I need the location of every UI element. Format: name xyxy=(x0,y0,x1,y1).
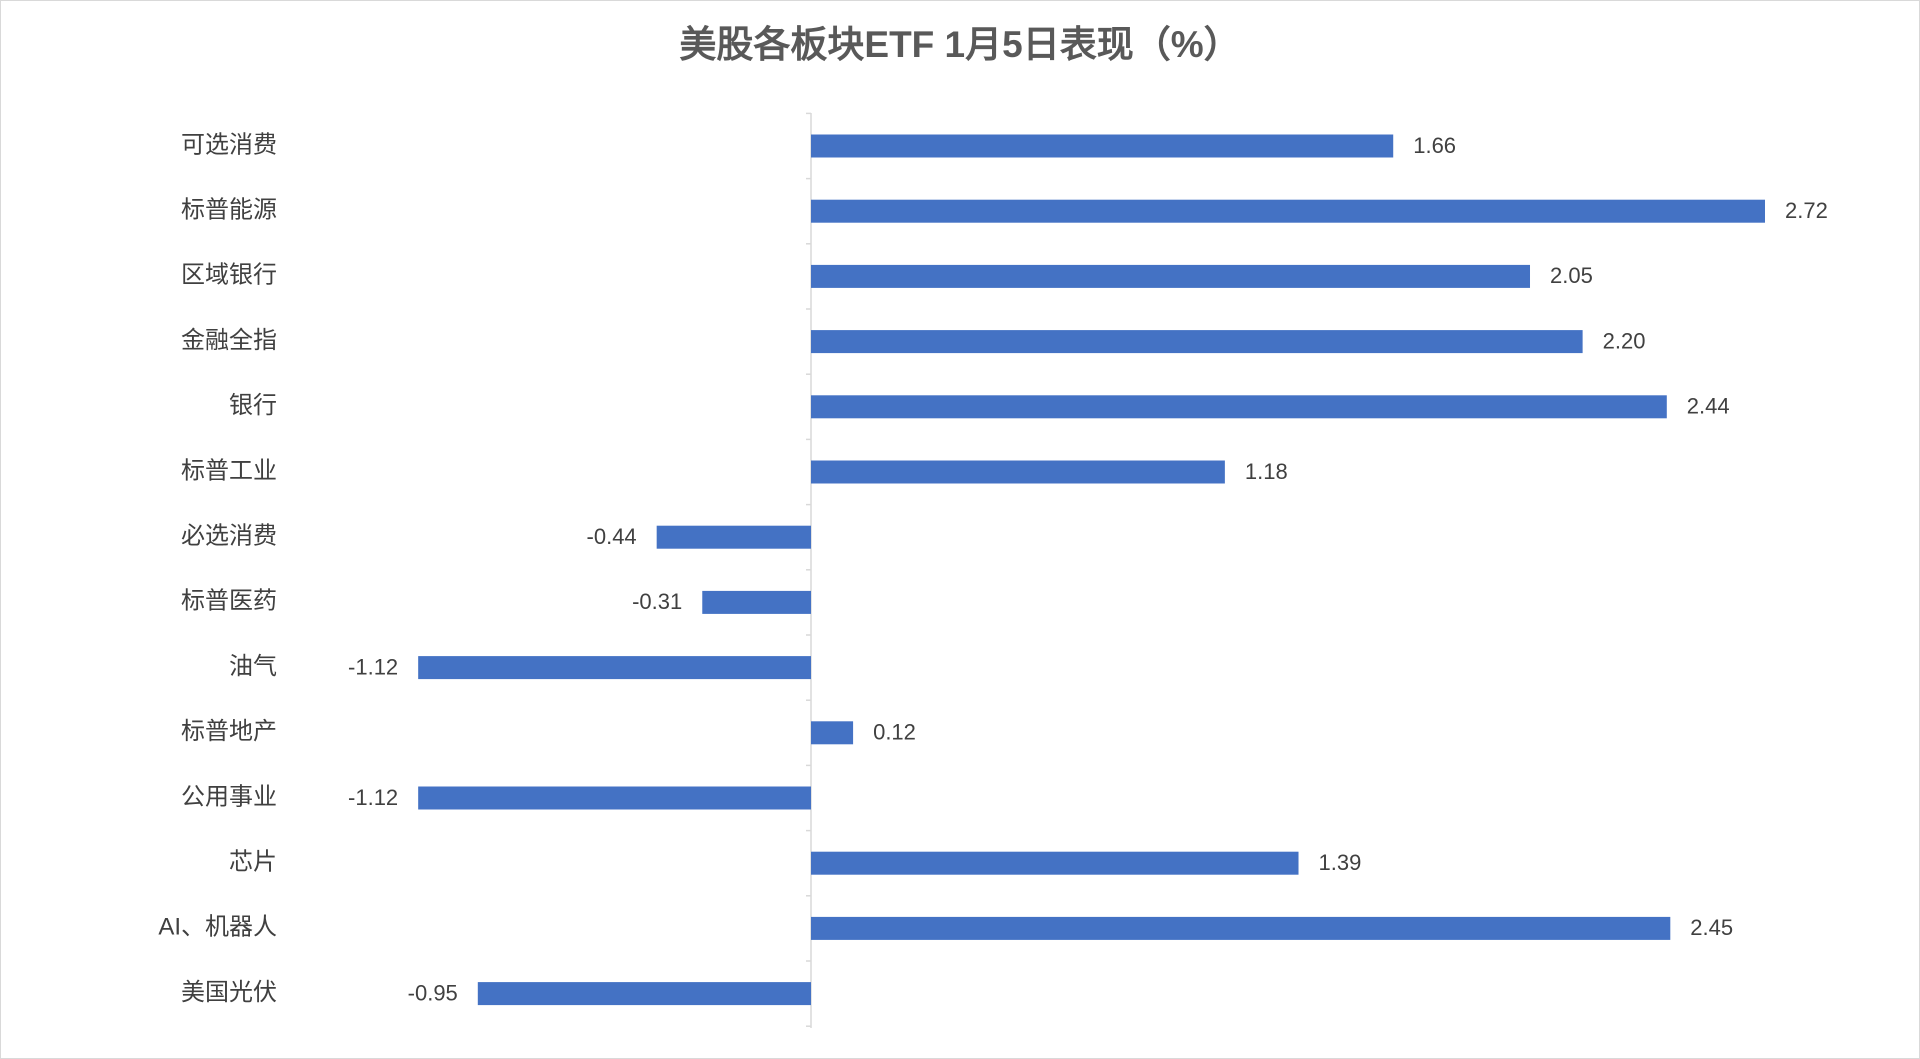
category-label: 金融全指 xyxy=(181,327,277,354)
value-label: 2.05 xyxy=(1550,263,1593,288)
category-label: 区域银行 xyxy=(181,262,277,289)
value-label: -0.95 xyxy=(408,980,458,1005)
value-label: 2.72 xyxy=(1785,198,1828,223)
category-label: 标普工业 xyxy=(181,457,277,484)
bar xyxy=(702,590,811,614)
value-label: -1.12 xyxy=(348,654,398,679)
category-label: 标普能源 xyxy=(181,197,277,224)
bar xyxy=(811,264,1531,288)
category-label: 芯片 xyxy=(229,849,277,876)
bar xyxy=(811,851,1299,875)
bar xyxy=(418,786,811,810)
value-label: 1.39 xyxy=(1319,850,1362,875)
category-label: 美国光伏 xyxy=(181,979,277,1006)
chart-title: 美股各板块ETF 1月5日表现（%） xyxy=(679,24,1240,65)
bar xyxy=(811,460,1225,484)
value-label: 1.18 xyxy=(1245,459,1288,484)
value-label: 1.66 xyxy=(1413,133,1456,158)
bar xyxy=(656,525,811,549)
category-label: AI、机器人 xyxy=(158,914,277,941)
value-label: 2.20 xyxy=(1603,328,1646,353)
value-label: -0.31 xyxy=(632,589,682,614)
bar xyxy=(418,656,811,680)
bar xyxy=(811,721,854,745)
bar xyxy=(811,330,1583,354)
value-label: 2.45 xyxy=(1690,915,1733,940)
category-label: 标普地产 xyxy=(181,718,277,745)
bar xyxy=(811,916,1671,940)
value-label: -0.44 xyxy=(587,524,637,549)
value-label: 0.12 xyxy=(873,720,916,745)
category-label: 油气 xyxy=(229,653,277,680)
category-label: 银行 xyxy=(229,392,277,419)
value-label: -1.12 xyxy=(348,785,398,810)
bar xyxy=(811,134,1394,158)
category-label: 可选消费 xyxy=(181,131,277,158)
value-label: 2.44 xyxy=(1687,394,1730,419)
category-label: 公用事业 xyxy=(181,783,277,810)
bar xyxy=(811,199,1765,223)
bar xyxy=(477,982,811,1006)
category-label: 标普医药 xyxy=(181,588,277,615)
category-label: 必选消费 xyxy=(181,523,277,550)
bar xyxy=(811,395,1667,419)
